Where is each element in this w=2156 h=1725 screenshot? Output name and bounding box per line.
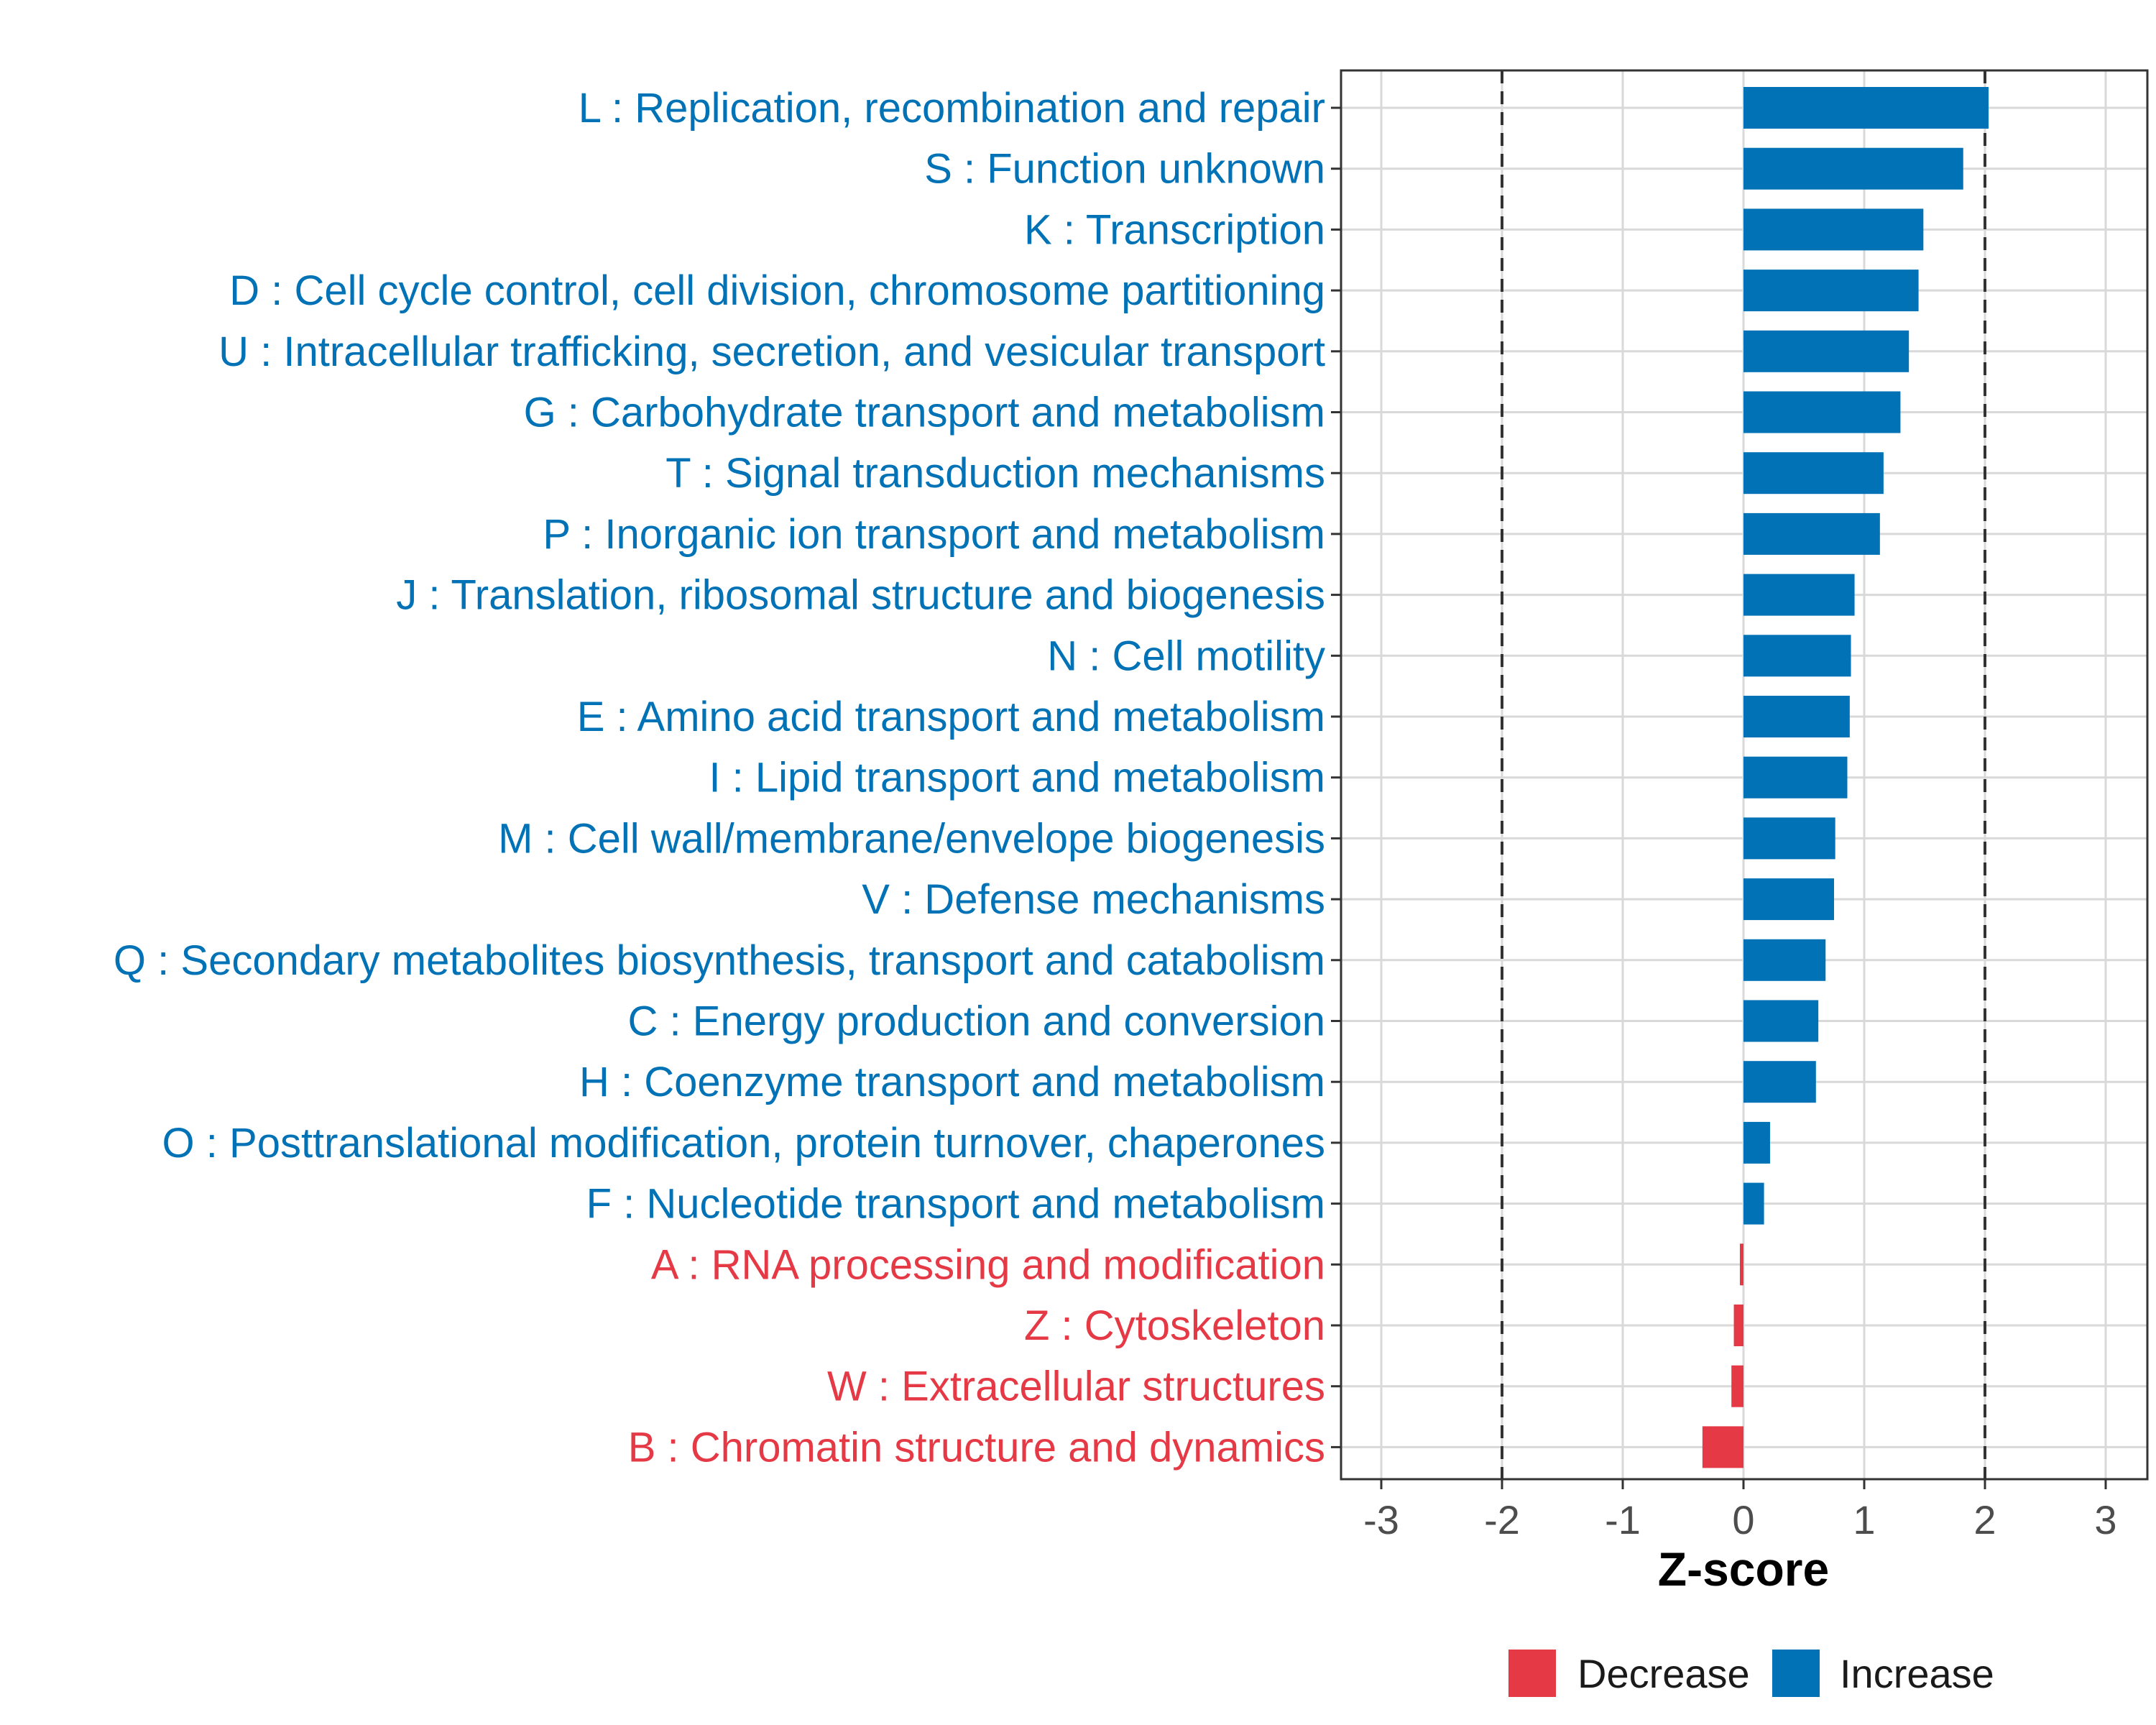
category-label-4: U : Intracellular trafficking, secretion…: [218, 328, 1325, 375]
category-label-16: H : Coenzyme transport and metabolism: [579, 1059, 1325, 1105]
x-tick-label-3: 0: [1732, 1497, 1754, 1542]
category-label-7: P : Inorganic ion transport and metaboli…: [543, 511, 1325, 558]
x-tick-label-4: 1: [1853, 1497, 1875, 1542]
bar-12: [1743, 817, 1835, 860]
category-label-15: C : Energy production and conversion: [628, 998, 1325, 1045]
x-tick-label-2: -1: [1605, 1497, 1641, 1542]
x-tick-label-0: -3: [1363, 1497, 1399, 1542]
legend-swatch-increase: [1772, 1650, 1820, 1697]
category-label-0: L : Replication, recombination and repai…: [579, 85, 1325, 132]
category-label-21: W : Extracellular structures: [827, 1363, 1325, 1410]
x-axis-ticks: -3 -2 -1 0 1 2 3: [1363, 1479, 2117, 1542]
bar-18: [1743, 1182, 1764, 1225]
x-tick-label-5: 2: [1973, 1497, 1996, 1542]
bars: [1702, 87, 1989, 1468]
bar-13: [1743, 878, 1834, 921]
category-label-5: G : Carbohydrate transport and metabolis…: [524, 390, 1325, 436]
legend: Decrease Increase: [1508, 1650, 1994, 1697]
category-label-2: K : Transcription: [1024, 206, 1325, 253]
category-label-22: B : Chromatin structure and dynamics: [628, 1424, 1325, 1471]
y-axis-labels: L : Replication, recombination and repai…: [114, 85, 1325, 1471]
bar-19: [1739, 1243, 1743, 1286]
category-label-11: I : Lipid transport and metabolism: [709, 755, 1325, 801]
bar-1: [1743, 147, 1963, 190]
category-label-10: E : Amino acid transport and metabolism: [577, 694, 1325, 740]
category-label-12: M : Cell wall/membrane/envelope biogenes…: [498, 815, 1325, 862]
bar-6: [1743, 452, 1884, 494]
category-label-1: S : Function unknown: [924, 146, 1325, 193]
bar-20: [1733, 1305, 1743, 1346]
bar-3: [1743, 270, 1919, 312]
bar-10: [1743, 696, 1850, 737]
category-label-8: J : Translation, ribosomal structure and…: [396, 572, 1325, 619]
bar-14: [1743, 939, 1826, 981]
bar-21: [1731, 1365, 1743, 1407]
bar-0: [1743, 87, 1989, 129]
category-label-17: O : Posttranslational modification, prot…: [162, 1120, 1325, 1167]
category-label-14: Q : Secondary metabolites biosynthesis, …: [114, 937, 1325, 984]
category-label-9: N : Cell motility: [1047, 632, 1325, 679]
x-axis-title: Z-score: [1658, 1542, 1829, 1596]
bar-2: [1743, 208, 1924, 251]
bar-9: [1743, 635, 1851, 677]
category-label-20: Z : Cytoskeleton: [1024, 1302, 1325, 1349]
bar-4: [1743, 330, 1909, 372]
reference-lines: [1501, 70, 1986, 1479]
category-label-19: A : RNA processing and modification: [651, 1241, 1325, 1288]
x-tick-label-1: -2: [1484, 1497, 1520, 1542]
category-label-13: V : Defense mechanisms: [862, 876, 1325, 923]
legend-label-decrease: Decrease: [1577, 1651, 1750, 1696]
bar-7: [1743, 512, 1880, 555]
bar-11: [1743, 756, 1848, 799]
category-label-6: T : Signal transduction mechanisms: [665, 450, 1325, 497]
category-label-18: F : Nucleotide transport and metabolism: [586, 1181, 1325, 1228]
bar-17: [1743, 1121, 1770, 1164]
legend-swatch-decrease: [1508, 1650, 1556, 1697]
bar-5: [1743, 391, 1901, 433]
bar-22: [1702, 1426, 1743, 1468]
x-tick-label-6: 3: [2094, 1497, 2116, 1542]
bar-15: [1743, 1000, 1819, 1042]
bar-8: [1743, 574, 1855, 616]
category-label-3: D : Cell cycle control, cell division, c…: [229, 267, 1325, 314]
bar-16: [1743, 1061, 1816, 1103]
legend-label-increase: Increase: [1840, 1651, 1994, 1696]
y-axis-ticks: [1331, 106, 1341, 1448]
